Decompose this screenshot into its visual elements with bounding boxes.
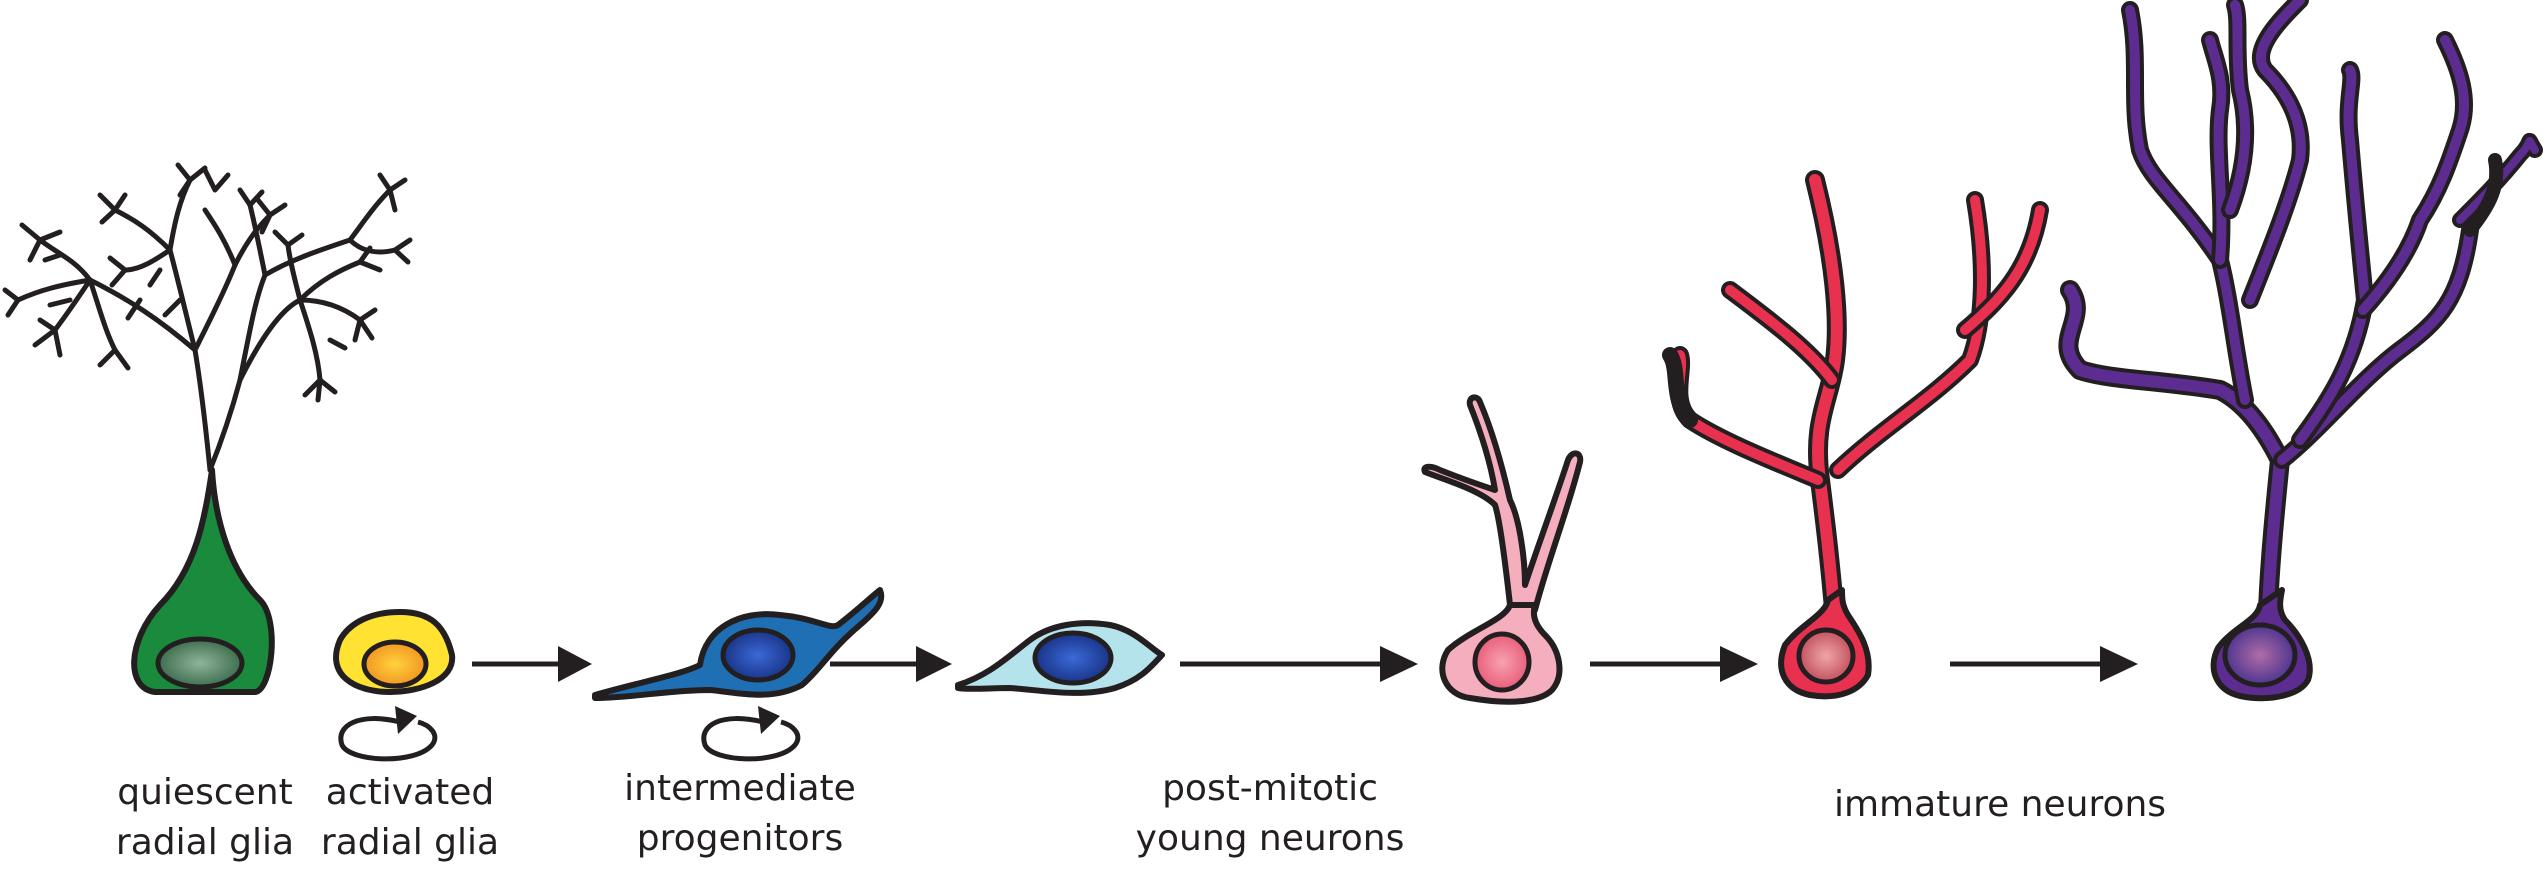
label-intermediate-line-1: intermediate (624, 768, 856, 809)
arrow-4 (1590, 646, 1758, 682)
immature-neuron-dendrites (1662, 170, 2049, 630)
label-immature-line-1: immature neurons (1833, 784, 2167, 825)
progenitor-nucleus (720, 627, 796, 683)
arrow-1 (472, 646, 592, 682)
arrow-2 (830, 646, 952, 682)
label-quiescent-line-1: quiescent (117, 772, 293, 813)
label-intermediate-line-2: progenitors (636, 818, 844, 859)
post-mitotic-young-neuron-cell (955, 620, 1165, 696)
mature-neuron-dendrites (2058, 0, 2543, 620)
label-post-mitotic-line-1: post-mitotic (1162, 768, 1378, 809)
label-intermediate-progenitors: intermediate progenitors (610, 764, 870, 864)
label-activated-radial-glia: activated radial glia (310, 768, 510, 868)
radial-glia-soma (131, 467, 275, 695)
early-neuron-nucleus (1472, 631, 1532, 693)
activated-radial-glia-cell (333, 608, 456, 696)
label-activated-line-1: activated (325, 772, 495, 813)
label-quiescent-line-2: radial glia (115, 822, 295, 863)
label-post-mitotic-young-neurons: post-mitotic young neurons (1120, 764, 1420, 864)
label-post-mitotic-line-2: young neurons (1135, 818, 1405, 859)
radial-glia-nucleus (155, 636, 245, 690)
immature-neuron-cell (1662, 170, 2049, 700)
self-renewal-arrow-progenitor (701, 706, 801, 762)
quiescent-radial-glia-cell (2, 162, 413, 695)
label-quiescent-radial-glia: quiescent radial glia (95, 768, 315, 868)
mature-neuron-cell (2058, 0, 2543, 702)
arrow-3 (1180, 646, 1418, 682)
activated-glia-nucleus (361, 639, 429, 689)
intermediate-progenitor-cell (592, 587, 885, 701)
early-neuron-dendrites (1421, 394, 1584, 613)
radial-glia-branches (2, 162, 413, 473)
self-renewal-arrow-activated (338, 706, 438, 762)
early-neuron-cell (1421, 394, 1584, 705)
immature-neuron-nucleus (1796, 627, 1856, 685)
label-immature-neurons: immature neurons (1800, 780, 2200, 830)
young-neuron-nucleus (1032, 630, 1114, 686)
mature-neuron-nucleus (2222, 622, 2298, 688)
arrow-5 (1950, 646, 2138, 682)
label-activated-line-2: radial glia (320, 822, 500, 863)
